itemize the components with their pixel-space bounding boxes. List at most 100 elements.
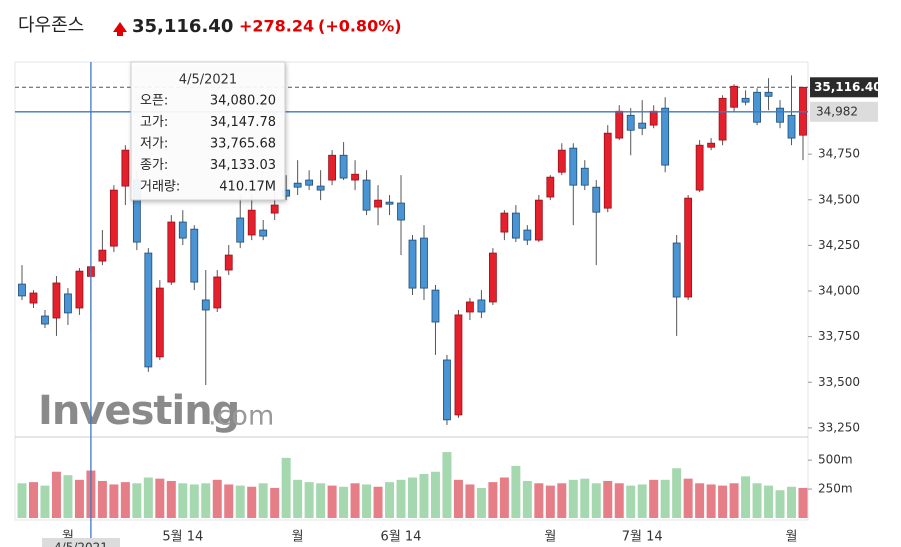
candle-body (649, 110, 658, 126)
candle-body (787, 114, 796, 139)
volume-bar (798, 487, 808, 518)
y-tick-label: 33,750 (818, 329, 860, 343)
candle-body (753, 91, 761, 123)
candle-body (500, 212, 509, 233)
y-tick-label: 34,000 (818, 284, 860, 298)
volume-bar (408, 477, 417, 518)
candle-body (443, 359, 451, 421)
volume-bar (465, 484, 475, 518)
watermark: Investing (38, 388, 239, 434)
tooltip-row-value: 34,133.03 (210, 158, 276, 173)
tooltip-row-value: 410.17M (219, 180, 276, 195)
volume-bar (453, 479, 463, 518)
candle-body (259, 229, 268, 237)
last-price-tag-label: 35,116.40 (814, 80, 882, 94)
candle-body (293, 182, 302, 188)
volume-bar (120, 482, 130, 518)
volume-bar (51, 471, 61, 518)
candle-body (351, 173, 359, 181)
candle-body (213, 276, 222, 309)
candle-body (511, 212, 520, 239)
header-price: 35,116.40 (132, 16, 233, 37)
volume-bar (339, 486, 349, 518)
volume-bar (557, 483, 567, 518)
volume-bar (637, 484, 647, 518)
candle-body (557, 149, 566, 173)
volume-bar (373, 486, 383, 518)
tooltip-date: 4/5/2021 (179, 73, 237, 88)
tooltip-row-value: 34,147.78 (210, 115, 276, 130)
y-tick-label: 34,750 (818, 147, 860, 161)
volume-bar (706, 484, 716, 518)
candle-body (75, 270, 84, 309)
candle-body (190, 228, 199, 283)
x-tick-label: 6월 14 (381, 530, 422, 545)
volume-bar (419, 474, 429, 518)
volume-bar (304, 482, 314, 518)
tooltip-row-value: 33,765.68 (210, 137, 276, 152)
candle-body (684, 197, 693, 298)
candle-body (109, 189, 118, 247)
candle-body (362, 179, 371, 211)
candle-body (546, 176, 555, 198)
volume-bar (258, 483, 268, 518)
volume-bar (350, 483, 360, 518)
candle-body (316, 185, 325, 191)
candle-body (420, 237, 428, 289)
tooltip-row-label: 거래량: (140, 180, 180, 195)
volume-bar (499, 477, 509, 518)
volume-bar (132, 483, 142, 518)
candle-body (305, 179, 314, 186)
candle-body (488, 252, 497, 303)
volume-bar (201, 483, 211, 518)
volume-bar (327, 485, 337, 518)
tooltip-row-label: 오픈: (140, 94, 168, 109)
volume-bar (17, 483, 27, 518)
tooltip-row-label: 종가: (140, 158, 168, 173)
candle-body (615, 110, 624, 139)
volume-bar (511, 465, 521, 518)
volume-bar (281, 457, 291, 518)
volume-bar (488, 482, 498, 518)
candle-body (201, 299, 210, 311)
volume-bar (178, 483, 188, 518)
volume-bar (74, 479, 84, 518)
candle-body (672, 242, 681, 298)
x-tick-label: 월 (544, 530, 556, 545)
candle-body (454, 314, 463, 416)
candle-body (247, 209, 256, 236)
candle-body (328, 154, 337, 181)
volume-bar (626, 485, 636, 518)
candle-body (580, 167, 589, 186)
volume-bar (316, 483, 326, 518)
volume-bar (764, 485, 774, 518)
x-tick-label: 월 (62, 530, 74, 545)
volume-bar (109, 484, 119, 518)
volume-tick-label: 250m (818, 482, 853, 496)
volume-bar (672, 468, 682, 518)
candle-body (155, 287, 164, 358)
volume-bar (787, 486, 797, 518)
y-tick-label: 34,250 (818, 238, 860, 252)
x-tick-label: 월 (292, 530, 304, 545)
volume-bar (534, 483, 544, 518)
volume-bar (591, 483, 601, 518)
date-tag-label: 4/5/2021 (54, 541, 108, 547)
volume-bar (522, 480, 532, 518)
header-change-pct: (+0.80%) (318, 17, 402, 36)
candle-body (121, 149, 130, 187)
y-tick-label: 33,500 (818, 375, 860, 389)
candle-body (626, 114, 635, 131)
volume-bar (155, 478, 165, 518)
date-tag (42, 538, 120, 547)
volume-bar (545, 485, 555, 518)
candle-body (718, 97, 727, 141)
volume-bar (166, 480, 176, 518)
candle-body (477, 299, 486, 313)
crosshair-tag-label: 34,982 (816, 104, 858, 118)
volume-bar (718, 485, 728, 518)
index-title: 다우존스 (18, 15, 84, 36)
volume-bar (741, 476, 751, 518)
